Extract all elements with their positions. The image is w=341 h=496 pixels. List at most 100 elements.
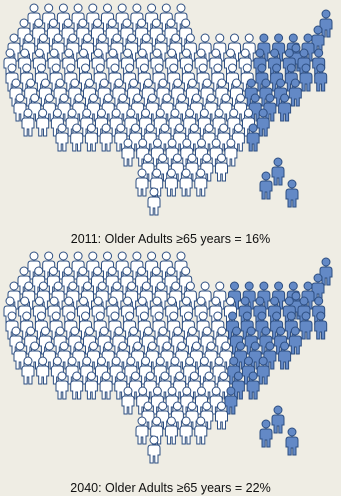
person-icon: [224, 386, 238, 415]
person-icon: [28, 93, 42, 122]
person-icon: [164, 168, 178, 197]
map-caption-2040: 2040: Older Adults ≥65 years = 22%: [70, 481, 271, 495]
person-icon: [87, 341, 100, 370]
person-icon: [263, 93, 277, 122]
person-icon: [158, 123, 172, 152]
person-icon: [234, 341, 247, 370]
person-icon: [314, 63, 328, 92]
person-icon: [319, 9, 333, 38]
person-icon: [217, 371, 231, 400]
person-icon: [57, 341, 71, 370]
person-icon: [200, 401, 214, 430]
person-icon: [311, 25, 325, 54]
person-icon: [101, 93, 115, 122]
person-icon: [28, 341, 42, 370]
person-icon: [149, 18, 163, 47]
person-icon: [101, 341, 115, 370]
person-icon: [147, 435, 161, 464]
person-icon: [21, 108, 35, 137]
person-icon: [160, 93, 174, 122]
person-icon: [231, 123, 245, 152]
person-icon: [194, 416, 208, 445]
person-icon: [114, 123, 128, 152]
person-icon: [311, 273, 325, 302]
person-icon: [168, 108, 182, 137]
map-panel-2040: 2040: Older Adults ≥65 years = 22%: [0, 248, 341, 496]
map-caption-2011: 2011: Older Adults ≥65 years = 16%: [70, 232, 271, 246]
person-icon: [130, 3, 144, 32]
person-icon: [263, 341, 277, 370]
person-icon: [170, 153, 184, 182]
person-icon: [164, 416, 178, 445]
person-icon: [70, 123, 84, 152]
person-icon: [175, 93, 189, 122]
person-icon: [135, 168, 149, 197]
person-icon: [259, 171, 273, 200]
person-icon: [259, 419, 273, 448]
person-icon: [72, 93, 86, 122]
person-icon: [147, 187, 161, 216]
person-icon: [139, 108, 153, 137]
person-icon: [87, 93, 100, 122]
person-icon: [173, 371, 187, 400]
person-icon: [231, 371, 245, 400]
person-icon: [121, 386, 135, 415]
person-icon: [271, 405, 285, 434]
person-icon: [180, 386, 194, 415]
person-icon: [248, 93, 262, 122]
person-icon: [288, 326, 302, 355]
person-icon: [173, 123, 187, 152]
person-icon: [242, 356, 255, 385]
person-icon: [143, 371, 157, 400]
person-icon: [42, 341, 56, 370]
person-icon: [145, 93, 159, 122]
person-icon: [131, 341, 145, 370]
person-icon: [57, 93, 71, 122]
person-icon: [129, 371, 142, 400]
person-icon: [121, 138, 135, 167]
person-icon: [285, 179, 299, 208]
person-icon: [135, 416, 149, 445]
person-icon: [156, 153, 170, 182]
person-icon: [50, 108, 64, 137]
person-icon: [13, 93, 27, 122]
person-icon: [170, 401, 184, 430]
person-icon: [175, 341, 189, 370]
person-icon: [189, 341, 203, 370]
person-icon: [116, 341, 130, 370]
person-icon: [156, 401, 170, 430]
person-icon: [194, 168, 208, 197]
person-icon: [99, 123, 113, 152]
person-icon: [55, 123, 69, 152]
person-icon: [143, 123, 157, 152]
person-icon: [217, 123, 231, 152]
person-icon: [246, 371, 260, 400]
person-icon: [224, 138, 238, 167]
person-icon: [200, 153, 214, 182]
us-people-map-2040: [3, 251, 333, 464]
person-icon: [141, 401, 155, 430]
person-icon: [131, 93, 145, 122]
person-icon: [21, 356, 35, 385]
person-icon: [248, 341, 262, 370]
person-icon: [215, 153, 228, 182]
person-icon: [36, 108, 50, 137]
person-icon: [256, 108, 270, 137]
person-icon: [42, 93, 56, 122]
person-icon: [141, 153, 155, 182]
person-icon: [278, 93, 292, 122]
person-icon: [84, 371, 98, 400]
person-icon: [212, 108, 226, 137]
person-icon: [299, 311, 313, 340]
person-icon: [204, 341, 218, 370]
person-icon: [204, 93, 218, 122]
person-icon: [215, 401, 228, 430]
person-icon: [99, 371, 113, 400]
person-icon: [158, 371, 172, 400]
person-icon: [145, 3, 159, 32]
person-icon: [187, 371, 201, 400]
person-icon: [189, 93, 203, 122]
person-icon: [36, 356, 50, 385]
person-icon: [72, 341, 86, 370]
person-icon: [160, 341, 174, 370]
